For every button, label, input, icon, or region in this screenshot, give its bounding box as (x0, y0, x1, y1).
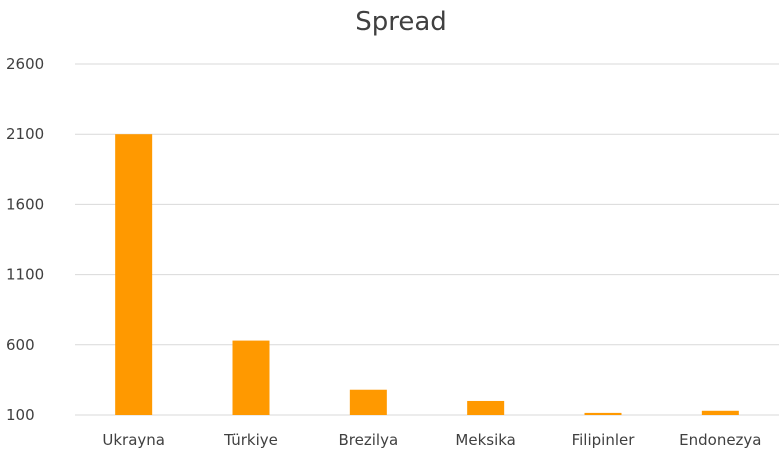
y-tick-label-600: 600 (6, 336, 35, 354)
x-tick-label-meksika: Meksika (455, 431, 515, 449)
bar-endonezya (701, 410, 739, 415)
x-tick-label-filipinler: Filipinler (572, 431, 636, 449)
bar-filipinler (584, 412, 622, 415)
y-tick-label-2100: 2100 (6, 125, 44, 143)
grid-layer (75, 63, 779, 416)
chart-title: Spread (355, 7, 447, 37)
y-tick-label-2600: 2600 (6, 55, 44, 73)
x-tick-label-ukrayna: Ukrayna (102, 431, 165, 449)
y-tick-label-1100: 1100 (6, 266, 44, 284)
bar-series (115, 134, 739, 415)
x-tick-label-brezilya: Brezilya (339, 431, 399, 449)
bar-ukrayna (115, 134, 153, 415)
x-tick-label-endonezya: Endonezya (679, 431, 761, 449)
bar-t-rkiye (232, 340, 270, 415)
y-tick-label-100: 100 (6, 406, 35, 424)
x-tick-label-t-rkiye: Türkiye (223, 431, 278, 449)
x-axis: Ukrayna Türkiye Brezilya Meksika Filipinler E… (102, 431, 761, 449)
y-tick-label-1600: 1600 (6, 195, 44, 213)
y-axis: 100 600 1100 1600 2100 2600 (6, 55, 44, 424)
bar-brezilya (349, 389, 387, 415)
bar-meksika (467, 400, 505, 415)
